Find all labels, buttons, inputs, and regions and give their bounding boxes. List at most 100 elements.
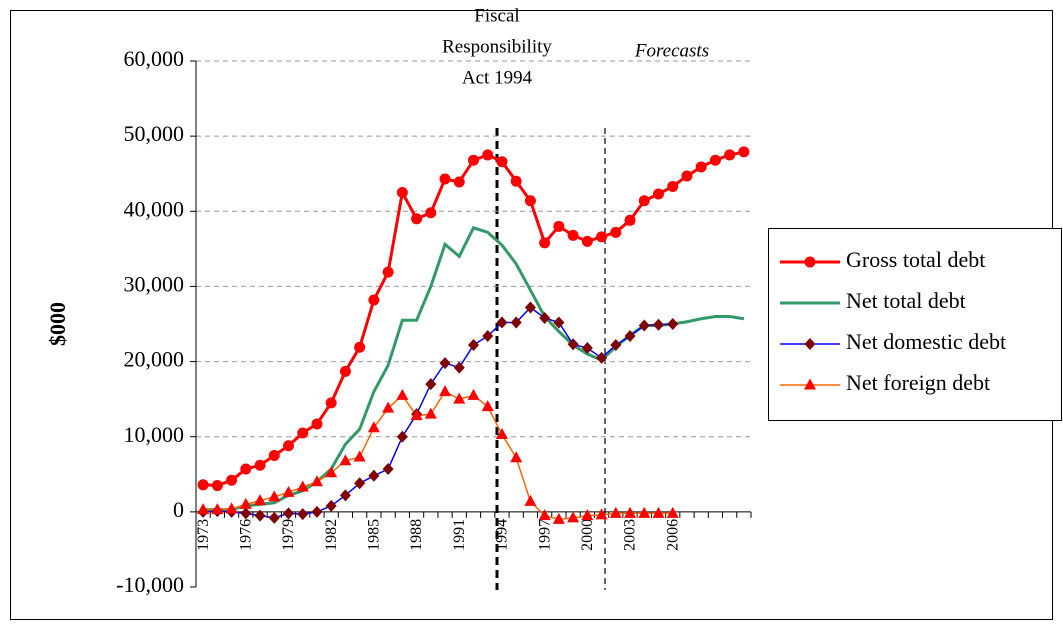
marker [296,480,309,492]
marker [595,508,608,520]
marker [297,508,309,521]
marker [396,187,408,198]
marker [524,195,536,207]
marker [610,226,622,238]
marker [624,214,636,226]
marker [567,511,580,523]
marker [353,450,366,462]
marker [581,235,593,247]
marker [311,505,323,518]
marker [496,316,508,329]
marker [567,338,579,351]
legend-label: Net foreign debt [846,370,990,395]
marker [297,427,309,439]
marker [339,454,352,466]
marker [439,173,451,185]
x-tick-label: 1997 [536,519,553,551]
marker [738,146,750,158]
marker [709,154,721,166]
y-tick-label: 40,000 [124,196,185,221]
y-tick-label: 30,000 [124,271,185,296]
marker [382,463,394,476]
marker [538,509,551,521]
x-tick-label: 2006 [664,519,681,551]
marker [653,188,664,200]
marker [667,318,679,330]
marker [524,494,537,506]
marker [567,229,579,241]
x-tick-label: 2003 [622,519,639,551]
annotation: Fiscal [474,5,519,26]
marker [510,316,522,329]
marker [524,301,536,314]
series-line [203,390,673,521]
marker [495,427,508,439]
marker [481,400,494,412]
marker [424,407,437,419]
marker [468,339,479,352]
marker [396,388,409,400]
x-tick-label: 1991 [451,519,468,551]
marker [666,506,679,518]
legend-label: Gross total debt [846,247,985,272]
marker [581,342,593,355]
marker [667,180,679,192]
marker [553,220,565,232]
x-tick-label: 1976 [237,519,254,551]
marker [311,418,323,430]
legend-label: Net domestic debt [846,329,1006,354]
marker [638,319,650,332]
marker [510,175,522,187]
y-axis-title: $000 [45,302,70,346]
legend-marker [804,378,816,390]
marker [225,502,238,514]
legend-marker [804,338,816,350]
marker [197,479,209,491]
marker [425,378,437,391]
marker [411,213,423,225]
marker [211,503,224,515]
y-tick-label: 0 [173,497,184,522]
marker [282,485,295,497]
marker [482,330,494,343]
marker [339,489,351,502]
series-line [203,306,673,519]
annotation: Responsibility [442,36,552,57]
y-tick-label: 10,000 [124,422,185,447]
marker [453,176,465,188]
marker [226,474,238,486]
x-tick-label: 1994 [494,519,511,551]
annotation: Act 1994 [462,67,533,88]
marker [496,156,508,168]
marker [382,401,395,413]
marker [268,490,281,502]
marker [652,506,665,518]
legend-marker [804,256,816,268]
marker [610,339,622,352]
marker [581,509,594,521]
marker [254,459,266,471]
marker [653,318,664,331]
marker [197,503,210,515]
marker [211,480,223,492]
marker [310,475,323,487]
marker [283,507,294,520]
annotation: Forecasts [634,40,709,61]
x-tick-label: 1973 [195,519,212,551]
marker [382,266,394,278]
y-tick-label: -10,000 [116,572,184,597]
y-tick-label: 60,000 [124,46,185,71]
marker [638,195,650,207]
marker [539,311,551,324]
marker [482,149,494,161]
marker [596,231,608,243]
x-tick-label: 2000 [579,519,596,551]
marker [240,507,252,520]
marker [367,421,380,433]
marker [695,161,707,173]
marker [624,506,637,518]
marker [596,351,608,364]
marker [439,357,451,370]
marker [268,511,280,524]
